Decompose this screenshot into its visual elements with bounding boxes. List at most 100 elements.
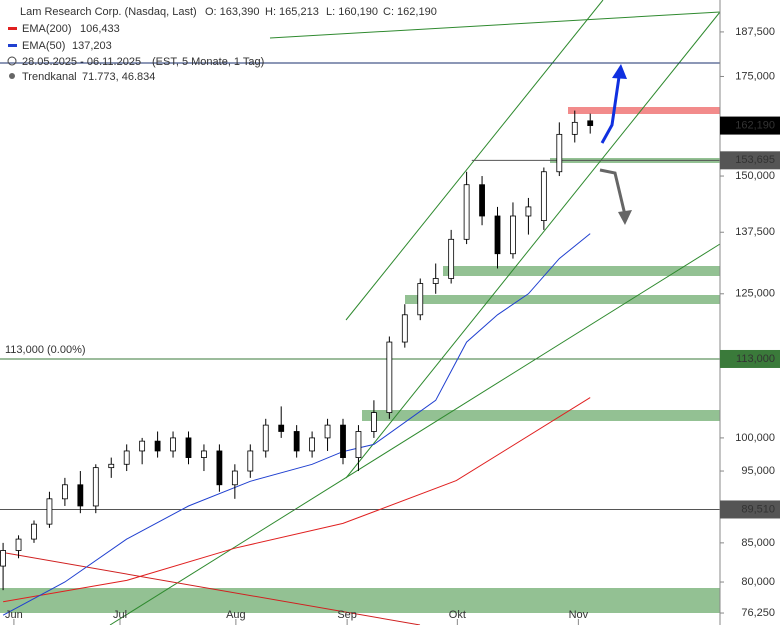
ema-line <box>2 233 591 616</box>
candle-body <box>494 215 501 255</box>
trend-line <box>109 243 721 625</box>
y-tick-label: 85,000 <box>741 537 775 549</box>
x-tick-label: Nov <box>569 609 589 621</box>
candle-body <box>262 424 269 452</box>
arrow-head <box>618 210 632 225</box>
legend-name: EMA(50) <box>22 40 65 52</box>
candle-body <box>0 550 6 567</box>
candle-body <box>201 450 207 458</box>
candle-body <box>587 120 594 126</box>
legend-name: EMA(200) <box>22 23 72 35</box>
candle-body <box>432 278 439 284</box>
x-tick-label: Jul <box>113 609 127 621</box>
candle-body <box>231 470 238 486</box>
y-tick-label: 76,250 <box>741 607 775 619</box>
candle-body <box>340 424 346 458</box>
candle-body <box>417 283 424 316</box>
level-box <box>720 349 780 368</box>
y-tick-label: 80,000 <box>741 576 775 588</box>
y-tick-label: 137,500 <box>735 226 775 238</box>
arrow <box>600 69 622 144</box>
zone <box>568 107 720 114</box>
candle-body <box>556 133 563 173</box>
level-note: 113,000 (0.00%) <box>5 344 86 356</box>
candle-body <box>371 412 377 432</box>
candle-body <box>139 440 146 452</box>
candle-body <box>154 440 161 452</box>
candle-body <box>108 463 115 469</box>
period: 28.05.2025 - 06.11.2025 <box>22 56 141 68</box>
candle-body <box>355 431 362 458</box>
candle-body <box>479 184 485 217</box>
level-box <box>720 500 780 519</box>
candle-body <box>15 538 22 551</box>
zone <box>405 295 720 304</box>
trend-line <box>0 551 421 625</box>
trend-line <box>269 11 721 39</box>
indicator-name: Trendkanal <box>22 71 77 83</box>
x-tick-label: Okt <box>449 609 466 621</box>
x-tick-label: Jun <box>5 609 23 621</box>
y-tick-label: 125,000 <box>735 288 775 300</box>
ohlc: O: 163,390 <box>205 6 259 18</box>
x-tick-label: Sep <box>337 609 357 621</box>
candle-body <box>170 437 176 452</box>
candle-body <box>463 184 470 240</box>
y-tick-label: 150,000 <box>735 170 775 182</box>
trend-lines <box>0 0 721 625</box>
candle-body <box>216 450 223 486</box>
level-label: 153,695 <box>735 154 775 166</box>
level-label: 89,510 <box>741 503 775 515</box>
level-label: 113,000 <box>736 353 775 365</box>
candle-body <box>510 215 516 255</box>
legend-value: 137,203 <box>72 40 112 52</box>
candle-body <box>77 484 84 507</box>
candle-body <box>61 484 68 500</box>
candle-body <box>185 437 192 458</box>
trend-line <box>345 11 721 479</box>
level-label: 162,190 <box>735 119 775 131</box>
candle-body <box>324 424 331 439</box>
ohlc: L: 160,190 <box>326 6 378 18</box>
ohlc: C: 162,190 <box>383 6 437 18</box>
candle-body <box>571 121 578 135</box>
candle-body <box>540 171 547 221</box>
candle-body <box>278 424 285 432</box>
y-tick-label: 175,000 <box>735 70 775 82</box>
legend-swatch <box>8 44 17 47</box>
candle-body <box>247 450 254 472</box>
candle-body <box>92 467 99 507</box>
indicator-value: 71.773, 46.834 <box>82 71 155 83</box>
ema-line <box>3 397 591 603</box>
y-tick-label: 187,500 <box>735 26 775 38</box>
candle-body <box>46 498 53 525</box>
candle-body <box>309 437 316 452</box>
level-box <box>720 116 780 135</box>
candle-body <box>525 206 532 217</box>
arrows <box>599 64 632 225</box>
legend-swatch <box>8 27 17 30</box>
candle-body <box>123 450 130 465</box>
plot: 113,000 (0.00%) <box>0 62 720 616</box>
arrow-head <box>612 64 627 79</box>
arrow <box>599 168 627 216</box>
zone <box>0 588 720 613</box>
y-tick-label: 100,000 <box>735 432 775 444</box>
zone <box>443 266 720 276</box>
legend: Lam Research Corp. (Nasdaq, Last) O: 163… <box>7 6 437 83</box>
candle-body <box>386 341 393 413</box>
candle-body <box>31 523 37 540</box>
zone <box>362 410 720 421</box>
clock-icon <box>7 56 17 66</box>
x-tick-label: Aug <box>226 609 246 621</box>
indicator-icon <box>9 73 15 79</box>
y-tick-label: 95,000 <box>741 465 775 477</box>
period-note: (EST, 5 Monate, 1 Tag) <box>152 56 264 68</box>
ohlc: H: 165,213 <box>265 6 319 18</box>
title: Lam Research Corp. (Nasdaq, Last) <box>20 6 197 18</box>
level-box <box>720 151 780 170</box>
candle-body <box>293 431 300 452</box>
candle-body <box>448 238 455 279</box>
legend-value: 106,433 <box>80 23 120 35</box>
